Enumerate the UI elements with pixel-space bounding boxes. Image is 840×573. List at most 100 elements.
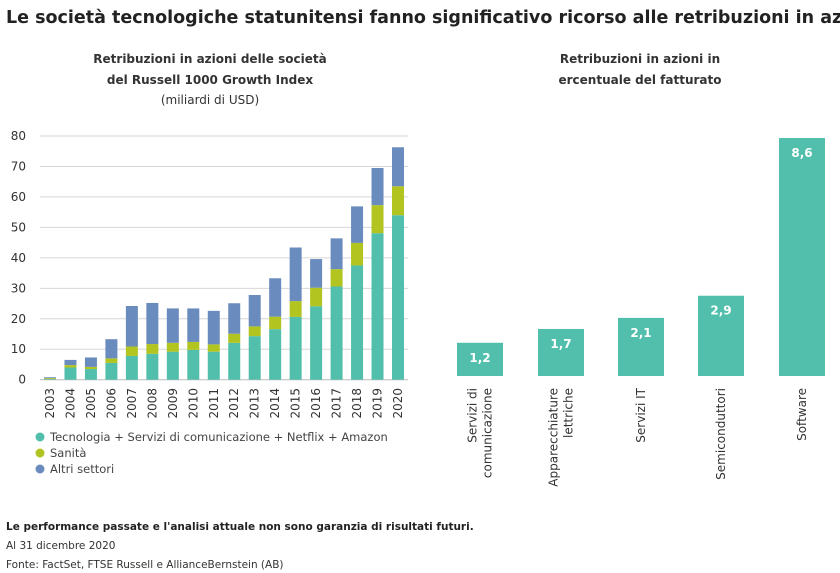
bar-segment [207, 310, 220, 345]
legend-label: Sanità [50, 446, 86, 460]
bar-segment [289, 316, 302, 380]
y-tick-label: 50 [11, 220, 26, 234]
bar-segment [166, 308, 179, 343]
x-tick-label: 2014 [268, 388, 282, 419]
bar-segment [64, 359, 77, 366]
data-label: 1,2 [469, 351, 490, 365]
x-tick-label: 2019 [371, 388, 385, 419]
bar [779, 138, 825, 376]
bar-segment [310, 259, 323, 288]
bar-segment [310, 306, 323, 380]
bar-segment [166, 342, 179, 352]
bar-segment [269, 278, 282, 317]
category-label: Semiconduttori [714, 388, 728, 480]
bar-segment [125, 305, 138, 347]
footer-disclaimer: Le performance passate e l'analisi attua… [6, 521, 474, 533]
y-tick-label: 0 [18, 373, 26, 387]
bar-segment [228, 342, 241, 380]
bar-segment [330, 286, 343, 380]
bar-segment [44, 377, 56, 379]
left-chart-title-line2: del Russell 1000 Growth Index [107, 73, 313, 87]
bar-segment [146, 302, 159, 345]
y-tick-label: 80 [11, 129, 26, 143]
y-tick-label: 20 [11, 312, 26, 326]
left-chart-title-line1: Retribuzioni in azioni delle società [93, 52, 326, 66]
data-label: 1,7 [550, 337, 571, 351]
bar-segment [84, 369, 97, 380]
bar-segment [44, 379, 56, 380]
bar-segment [187, 341, 200, 350]
category-label: Apparecchiature [547, 388, 561, 487]
data-label: 2,9 [710, 304, 731, 318]
bar-segment [351, 206, 364, 243]
bar-segment [207, 344, 220, 352]
bar-segment [248, 326, 261, 337]
legend-label: Tecnologia + Servizi di comunicazione + … [49, 430, 388, 444]
x-tick-label: 2006 [104, 388, 118, 419]
category-label: Servizi di [466, 388, 480, 443]
bar-segment [64, 365, 77, 368]
y-tick-label: 60 [11, 190, 26, 204]
x-tick-label: 2009 [166, 388, 180, 419]
legend-marker [35, 432, 45, 442]
bar [618, 317, 664, 376]
category-label: Software [795, 388, 809, 441]
x-tick-label: 2010 [186, 388, 200, 419]
bar-segment [371, 205, 384, 234]
y-tick-label: 30 [11, 281, 26, 295]
bar-segment [269, 316, 282, 330]
category-label: Servizi IT [634, 387, 648, 442]
bar [457, 342, 503, 376]
bar-segment [84, 366, 97, 370]
x-tick-label: 2008 [145, 388, 159, 419]
category-label: lettriche [562, 388, 576, 438]
x-tick-label: 2016 [309, 388, 323, 419]
x-tick-label: 2020 [391, 388, 405, 419]
x-tick-label: 2017 [330, 388, 344, 419]
bar-segment [228, 333, 241, 343]
data-label: 2,1 [630, 326, 651, 340]
bar-segment [125, 346, 138, 356]
bar-segment [166, 351, 179, 380]
bar-segment [330, 269, 343, 287]
left-chart: 0 10 20 30 40 50 60 70 80 2003 2004 2005 2006 2007 200… [11, 129, 408, 476]
bar-segment [351, 265, 364, 380]
bar-segment [392, 215, 404, 380]
bar-segment [125, 355, 138, 380]
data-label: 8,6 [791, 146, 812, 160]
x-tick-label: 2011 [207, 388, 221, 419]
bar-segment [207, 351, 220, 380]
category-label: comunicazione [481, 388, 495, 478]
right-chart-title-line1: Retribuzioni in azioni in [560, 52, 720, 66]
bar-segment [105, 339, 118, 359]
x-tick-label: 2004 [63, 388, 77, 419]
bar-segment [289, 247, 302, 302]
x-tick-label: 2005 [84, 388, 98, 419]
y-tick-label: 70 [11, 159, 26, 173]
x-tick-label: 2003 [43, 388, 57, 419]
y-tick-label: 40 [11, 251, 26, 265]
bar-segment [371, 233, 384, 380]
bar-segment [310, 287, 323, 307]
bar-segment [187, 349, 200, 380]
bar-segment [248, 295, 261, 327]
bar-segment [392, 186, 404, 216]
bar-segment [228, 303, 241, 334]
bar-segment [44, 378, 56, 380]
legend-marker [35, 464, 45, 474]
right-chart: 1,2 Servizi di comunicazione 1,7 Apparecchia… [457, 138, 825, 487]
bar [538, 328, 584, 376]
bar [698, 295, 744, 376]
left-chart-subtitle: (miliardi di USD) [161, 93, 259, 107]
footer-date: Al 31 dicembre 2020 [6, 540, 115, 552]
bar-segment [146, 344, 159, 354]
bar-segment [392, 147, 404, 187]
bar-segment [64, 367, 77, 380]
x-tick-label: 2012 [227, 388, 241, 419]
figure-title: Le società tecnologiche statunitensi fan… [6, 8, 840, 28]
x-tick-label: 2007 [125, 388, 139, 419]
legend-marker [35, 448, 45, 458]
y-tick-label: 10 [11, 342, 26, 356]
x-tick-label: 2015 [289, 388, 303, 419]
